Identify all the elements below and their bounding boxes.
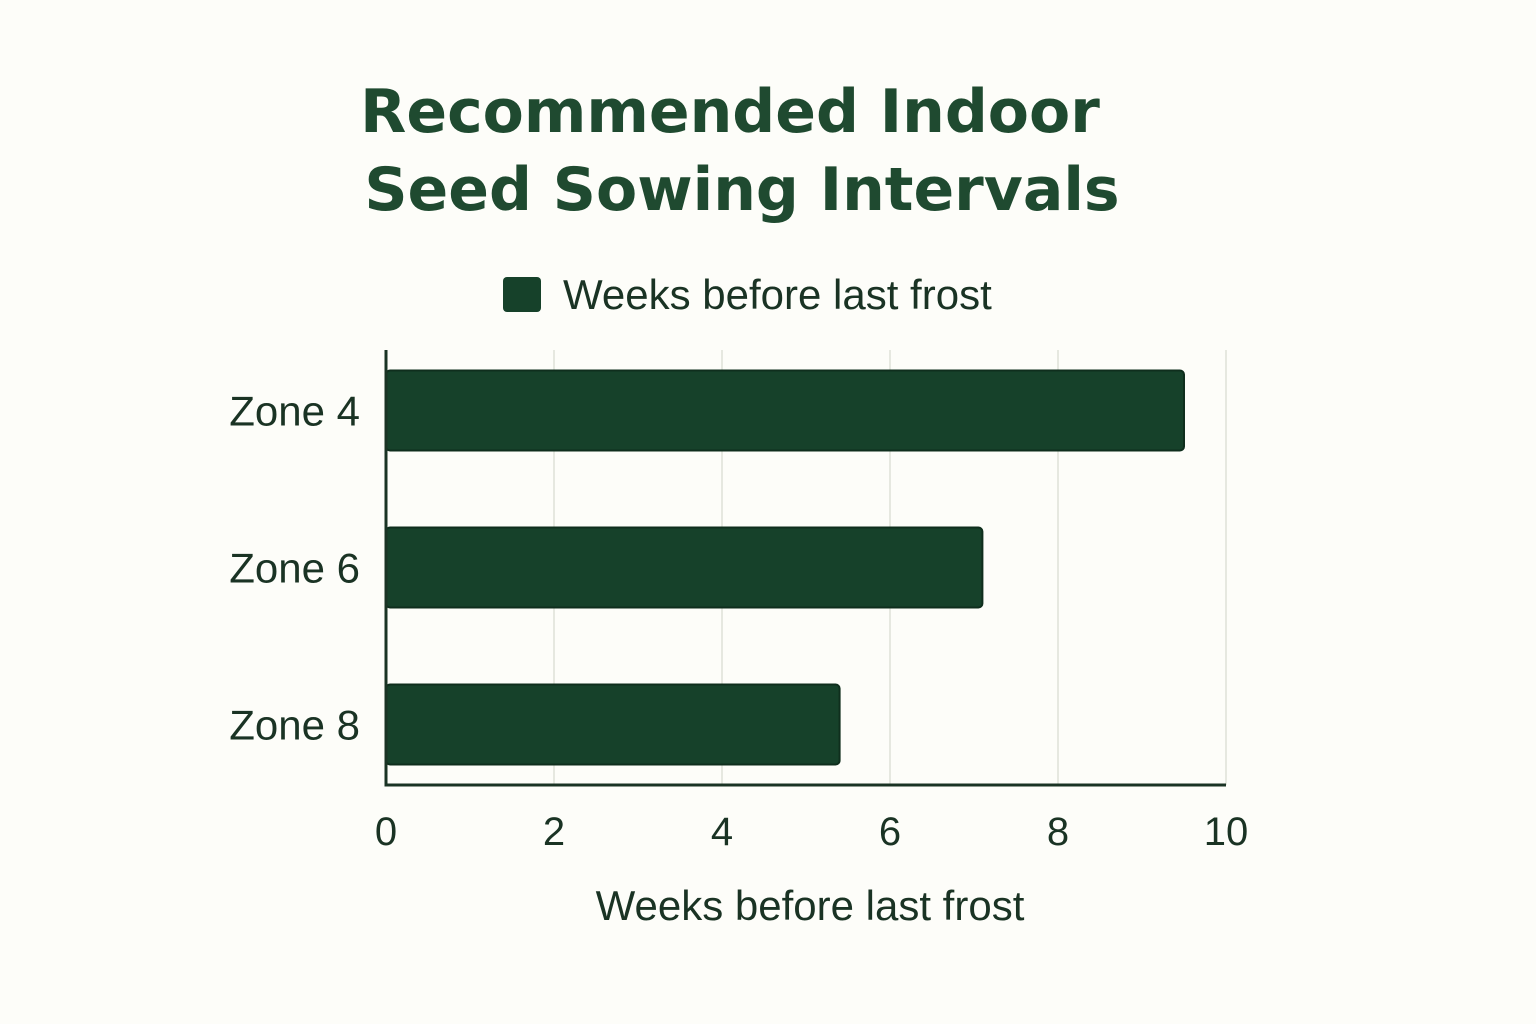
x-tick-label: 0 xyxy=(375,810,397,854)
bar-zone-6 xyxy=(385,526,984,609)
axis-lines xyxy=(384,350,1226,787)
legend-swatch xyxy=(503,277,541,312)
chart-title-line-2: Seed Sowing Intervals xyxy=(364,155,1119,225)
x-tick-label: 6 xyxy=(879,810,901,854)
bar-zone-4 xyxy=(385,369,1185,452)
x-tick-label: 8 xyxy=(1047,810,1069,854)
category-label: Zone 4 xyxy=(229,388,360,435)
category-label: Zone 6 xyxy=(229,545,360,592)
x-tick-labels: 0 2 4 6 8 10 xyxy=(375,810,1248,854)
bars xyxy=(385,369,1185,766)
category-label: Zone 8 xyxy=(229,702,360,749)
x-tick-label: 4 xyxy=(711,810,733,854)
legend-label: Weeks before last frost xyxy=(563,271,992,318)
x-tick-label: 10 xyxy=(1204,810,1249,854)
bar-zone-8 xyxy=(385,683,841,766)
x-axis-title: Weeks before last frost xyxy=(596,882,1025,929)
legend: Weeks before last frost xyxy=(503,271,992,318)
chart-title-line-1: Recommended Indoor xyxy=(360,77,1100,147)
x-tick-label: 2 xyxy=(543,810,565,854)
category-labels: Zone 4 Zone 6 Zone 8 xyxy=(229,388,360,749)
